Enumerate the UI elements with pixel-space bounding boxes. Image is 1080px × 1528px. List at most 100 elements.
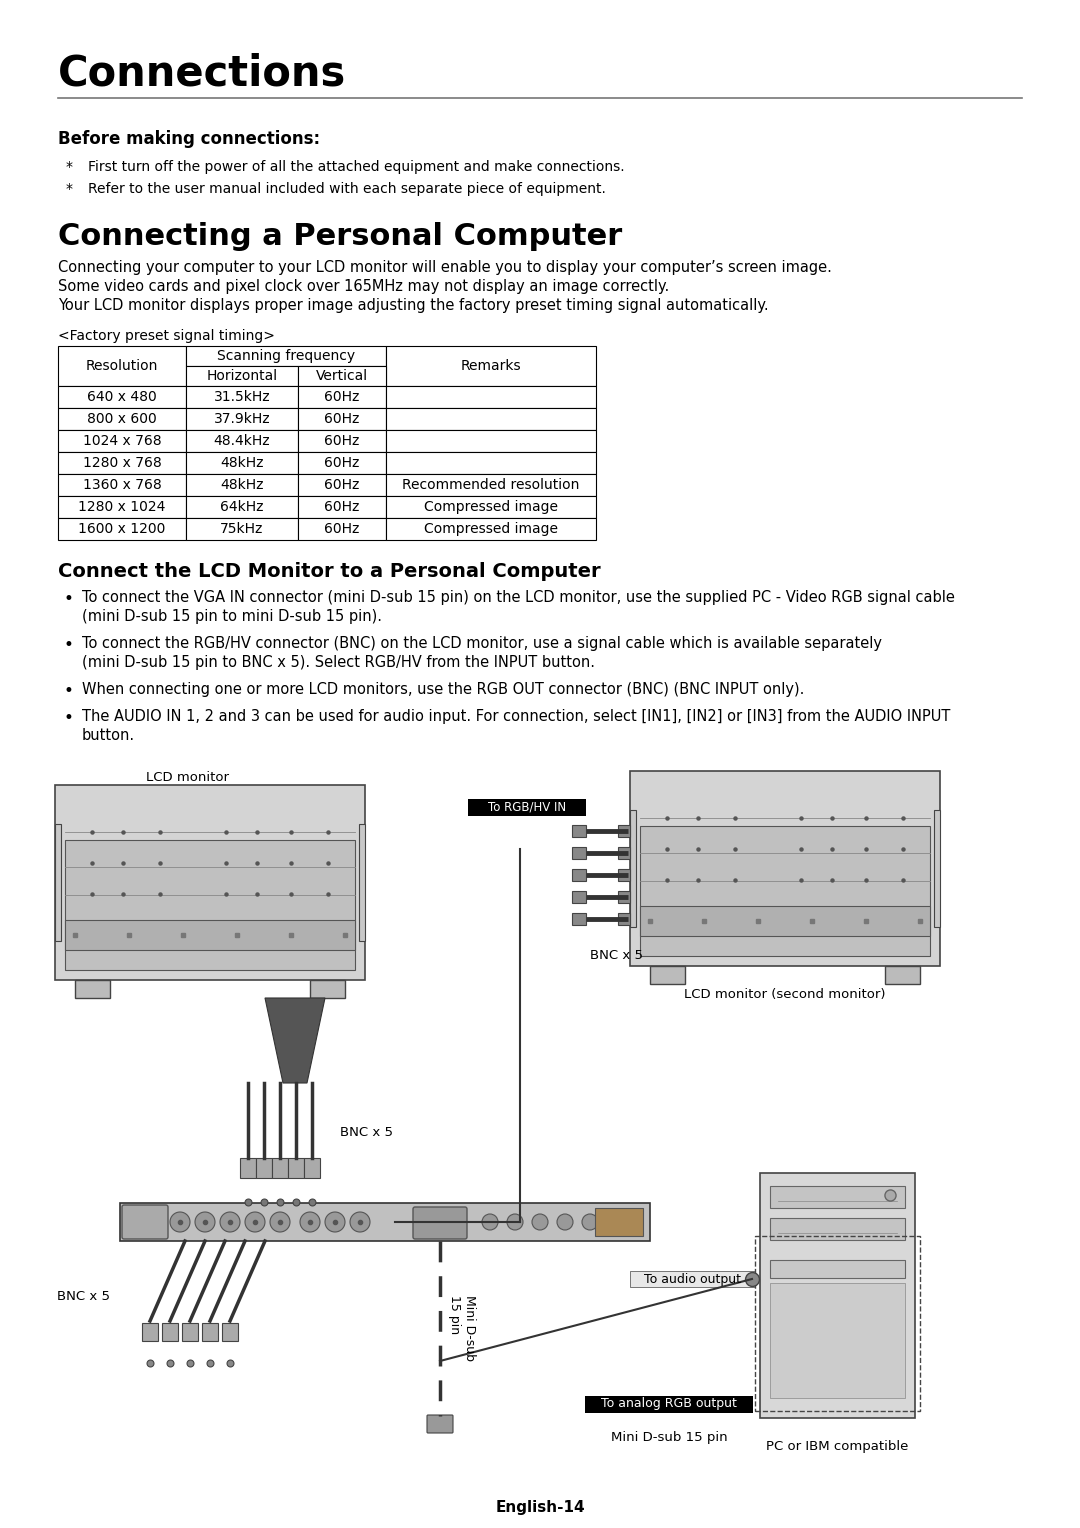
Bar	[58, 518, 186, 539]
Text: Compressed image: Compressed image	[424, 523, 558, 536]
Bar	[618, 914, 630, 924]
Bar	[770, 1186, 905, 1209]
Bar	[386, 474, 596, 497]
FancyBboxPatch shape	[413, 1207, 467, 1239]
Text: 1360 x 768: 1360 x 768	[83, 478, 161, 492]
Bar	[572, 825, 586, 837]
Text: Your LCD monitor displays proper image adjusting the factory preset timing signa: Your LCD monitor displays proper image a…	[58, 298, 769, 313]
Bar	[386, 497, 596, 518]
Bar	[885, 966, 920, 984]
Text: <Factory preset signal timing>: <Factory preset signal timing>	[58, 329, 275, 342]
Text: Compressed image: Compressed image	[424, 500, 558, 513]
Bar	[770, 1218, 905, 1241]
Bar	[572, 847, 586, 859]
Bar	[630, 1271, 755, 1287]
Text: 1600 x 1200: 1600 x 1200	[79, 523, 165, 536]
Text: *: *	[66, 182, 73, 196]
Bar	[386, 518, 596, 539]
Text: 31.5kHz: 31.5kHz	[214, 390, 270, 403]
Text: Connecting a Personal Computer: Connecting a Personal Computer	[58, 222, 622, 251]
Bar	[186, 345, 386, 367]
Bar	[303, 1158, 320, 1178]
Text: Mini D-sub 15 pin: Mini D-sub 15 pin	[610, 1432, 727, 1444]
Text: Mini D-sub
15 pin: Mini D-sub 15 pin	[448, 1296, 476, 1361]
Bar	[386, 387, 596, 408]
Text: 640 x 480: 640 x 480	[87, 390, 157, 403]
Bar	[186, 518, 298, 539]
Text: (mini D-sub 15 pin to mini D-sub 15 pin).: (mini D-sub 15 pin to mini D-sub 15 pin)…	[82, 610, 382, 623]
Bar	[120, 1203, 650, 1241]
Bar	[310, 979, 345, 998]
Bar	[298, 474, 386, 497]
Bar	[58, 474, 186, 497]
Text: Some video cards and pixel clock over 165MHz may not display an image correctly.: Some video cards and pixel clock over 16…	[58, 280, 670, 293]
Bar	[58, 408, 186, 429]
Bar	[298, 387, 386, 408]
Text: 60Hz: 60Hz	[324, 478, 360, 492]
Text: 48kHz: 48kHz	[220, 478, 264, 492]
Text: BNC x 5: BNC x 5	[340, 1126, 393, 1140]
Bar	[186, 367, 298, 387]
Text: To RGB/HV IN: To RGB/HV IN	[488, 801, 566, 813]
Text: •: •	[64, 709, 73, 727]
Text: Horizontal: Horizontal	[206, 368, 278, 384]
Circle shape	[245, 1212, 265, 1232]
Text: button.: button.	[82, 727, 135, 743]
Bar	[183, 1323, 198, 1342]
Text: 1280 x 768: 1280 x 768	[83, 455, 161, 471]
Text: Vertical: Vertical	[316, 368, 368, 384]
Text: BNC x 5: BNC x 5	[57, 1290, 110, 1302]
Bar	[186, 429, 298, 452]
Text: To connect the VGA IN connector (mini D-sub 15 pin) on the LCD monitor, use the : To connect the VGA IN connector (mini D-…	[82, 590, 955, 605]
Bar	[386, 452, 596, 474]
Bar	[272, 1158, 288, 1178]
Circle shape	[170, 1212, 190, 1232]
Bar	[298, 452, 386, 474]
Bar	[572, 914, 586, 924]
Bar	[618, 847, 630, 859]
Text: 800 x 600: 800 x 600	[87, 413, 157, 426]
Bar	[755, 1236, 920, 1410]
Text: *: *	[66, 160, 73, 174]
Text: To connect the RGB/HV connector (BNC) on the LCD monitor, use a signal cable whi: To connect the RGB/HV connector (BNC) on…	[82, 636, 882, 651]
Text: Recommended resolution: Recommended resolution	[403, 478, 580, 492]
Text: •: •	[64, 681, 73, 700]
Text: 60Hz: 60Hz	[324, 523, 360, 536]
Bar	[386, 429, 596, 452]
Text: First turn off the power of all the attached equipment and make connections.: First turn off the power of all the atta…	[87, 160, 624, 174]
Circle shape	[300, 1212, 320, 1232]
Bar	[386, 408, 596, 429]
Text: Refer to the user manual included with each separate piece of equipment.: Refer to the user manual included with e…	[87, 182, 606, 196]
Text: (mini D-sub 15 pin to BNC x 5). Select RGB/HV from the INPUT button.: (mini D-sub 15 pin to BNC x 5). Select R…	[82, 656, 595, 669]
Bar	[595, 1209, 643, 1236]
Text: 60Hz: 60Hz	[324, 413, 360, 426]
Text: Connect the LCD Monitor to a Personal Computer: Connect the LCD Monitor to a Personal Co…	[58, 562, 600, 581]
Text: •: •	[64, 590, 73, 608]
Text: Before making connections:: Before making connections:	[58, 130, 320, 148]
Text: 37.9kHz: 37.9kHz	[214, 413, 270, 426]
Text: Resolution: Resolution	[85, 359, 158, 373]
Bar	[468, 799, 586, 816]
Text: BNC x 5: BNC x 5	[590, 949, 643, 963]
Circle shape	[350, 1212, 370, 1232]
Text: When connecting one or more LCD monitors, use the RGB OUT connector (BNC) (BNC I: When connecting one or more LCD monitors…	[82, 681, 805, 697]
Text: LCD monitor: LCD monitor	[147, 772, 229, 784]
Bar	[359, 824, 365, 941]
Bar	[222, 1323, 238, 1342]
Text: 1280 x 1024: 1280 x 1024	[79, 500, 165, 513]
Bar	[630, 810, 636, 927]
Bar	[186, 452, 298, 474]
Bar	[640, 906, 930, 937]
Text: Connections: Connections	[58, 52, 347, 95]
Bar	[58, 387, 186, 408]
Bar	[640, 827, 930, 957]
Text: 75kHz: 75kHz	[220, 523, 264, 536]
Bar	[585, 1397, 753, 1413]
Bar	[618, 825, 630, 837]
Bar	[58, 345, 186, 387]
Text: To analog RGB output: To analog RGB output	[602, 1398, 737, 1410]
Bar	[58, 429, 186, 452]
Bar	[256, 1158, 272, 1178]
Bar	[934, 810, 940, 927]
Circle shape	[325, 1212, 345, 1232]
